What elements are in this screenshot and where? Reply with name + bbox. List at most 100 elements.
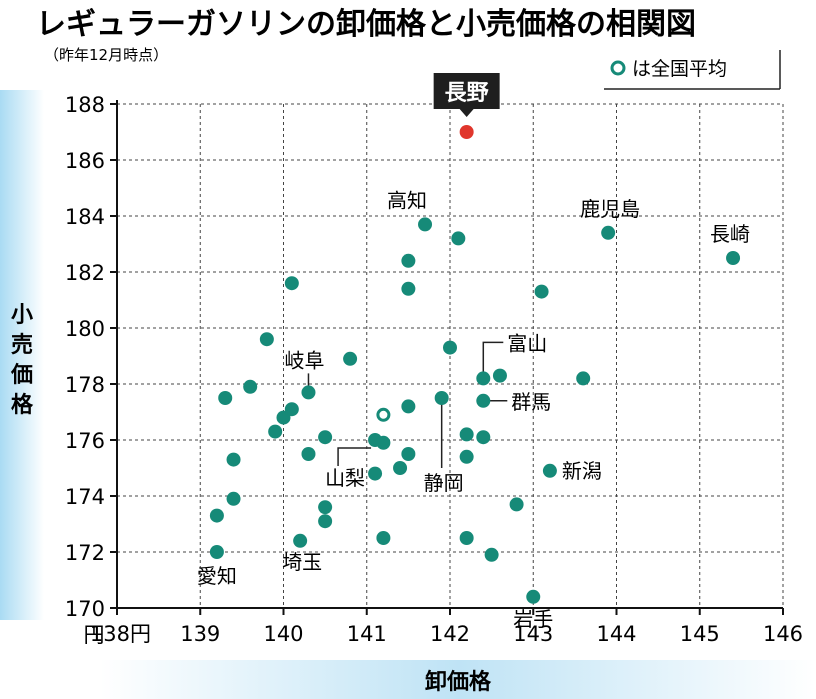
y-tick-label: 182 [65, 261, 105, 285]
data-point [492, 368, 507, 383]
y-axis-label-char: 格 [11, 392, 34, 418]
data-point [368, 466, 383, 481]
point-label: 新潟 [562, 459, 602, 483]
y-tick-label: 176 [65, 429, 105, 453]
data-point [268, 424, 283, 439]
x-axis-label: 卸価格 [425, 669, 492, 695]
y-tick-label: 170 [65, 597, 105, 621]
legend-marker [610, 60, 626, 76]
chart-title: レギュラーガソリンの卸価格と小売価格の相関図 [36, 7, 696, 42]
data-point [451, 231, 466, 246]
data-point [393, 461, 408, 475]
data-point [401, 447, 416, 461]
x-tick-label: 139 [180, 622, 220, 646]
x-tick-label: 140 [263, 622, 303, 646]
tick-labels: 138円 139 140 141 142 143 144 145 146 170 172 174 176… [65, 93, 803, 647]
x-tick-label: 142 [430, 622, 470, 646]
y-axis-label: 小売価格 [10, 303, 34, 418]
legend-text: は全国平均 [632, 58, 727, 80]
point-label: 愛知 [197, 564, 237, 588]
data-point [209, 508, 224, 523]
data-point [726, 251, 741, 265]
data-point [318, 430, 333, 445]
data-point [601, 225, 616, 240]
y-tick-label: 178 [65, 373, 105, 397]
point-label: 静岡 [424, 471, 464, 495]
x-tick-label: 144 [596, 622, 636, 646]
data-point [226, 491, 241, 506]
national-average-point [376, 407, 391, 422]
data-point [434, 391, 449, 405]
highlight-group: 長野 [433, 73, 500, 139]
data-point [401, 253, 416, 268]
x-tick-label: 141 [347, 622, 387, 646]
data-point [401, 281, 416, 296]
x-axis-band [100, 660, 816, 699]
y-tick-label: 180 [65, 317, 105, 341]
data-point [459, 449, 474, 464]
y-axis-label-char: 小 [11, 303, 33, 328]
data-point [576, 371, 591, 386]
data-point [318, 514, 333, 529]
data-point [343, 351, 358, 366]
data-point [301, 385, 316, 400]
highlight-point [459, 125, 474, 139]
x-tick-label: 146 [763, 622, 803, 646]
axes [110, 100, 784, 615]
leader-line [482, 341, 504, 374]
point-label: 長崎 [710, 222, 750, 246]
data-point [459, 531, 474, 545]
leader-line [337, 447, 372, 466]
point-label: 山梨 [325, 466, 365, 490]
data-point [418, 217, 433, 232]
data-point [534, 284, 549, 299]
y-axis-band [0, 90, 44, 620]
data-points [209, 217, 741, 604]
data-point [318, 500, 333, 515]
data-point [301, 447, 316, 461]
data-point [218, 391, 233, 405]
data-point [243, 379, 258, 394]
y-axis-label-char: 価 [10, 363, 33, 388]
x-tick-label: 143 [513, 622, 553, 646]
data-point [259, 332, 274, 347]
point-label: 群馬 [511, 390, 551, 414]
point-label: 岐阜 [284, 348, 324, 372]
data-point [476, 393, 491, 408]
data-point [284, 276, 299, 291]
data-point [401, 399, 416, 414]
data-point [459, 427, 474, 442]
y-tick-label: 184 [65, 205, 105, 229]
x-tick-label: 138円 [90, 622, 151, 646]
x-tick-label: 145 [680, 622, 720, 646]
data-point [376, 435, 391, 450]
data-point [284, 402, 299, 417]
highlight-callout-box [433, 73, 500, 117]
point-label: 岩手 [513, 607, 553, 631]
data-point [209, 545, 224, 559]
point-label: 富山 [507, 331, 547, 355]
chart-subtitle: （昨年12月時点） [44, 46, 168, 64]
y-tick-label: 186 [65, 149, 105, 173]
grid [117, 103, 784, 608]
y-tick-label: 188 [65, 93, 105, 117]
y-axis-label-char: 売 [11, 332, 33, 358]
y-tick-label: 174 [65, 485, 105, 509]
point-label: 高知 [387, 188, 427, 212]
data-point [484, 547, 499, 562]
data-point [376, 531, 391, 545]
data-point [476, 371, 491, 386]
legend: は全国平均 [604, 50, 781, 90]
data-point [293, 533, 308, 548]
y-unit-label: 円 [84, 623, 105, 647]
data-point [509, 497, 524, 512]
data-point [226, 452, 241, 467]
point-label: 埼玉 [282, 550, 322, 574]
highlight-label: 長野 [445, 81, 489, 106]
point-label: 鹿児島 [580, 197, 640, 221]
y-tick-label: 172 [65, 541, 105, 565]
data-point [443, 340, 457, 355]
data-point [542, 463, 557, 478]
